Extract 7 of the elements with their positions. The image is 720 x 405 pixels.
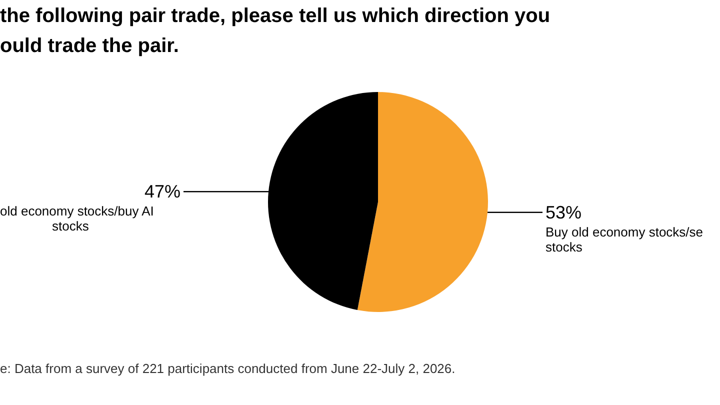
- text: e: Data from a survey of 221 participants conducted from June 22-July 2, 2026.: [0, 361, 456, 376]
- slice-label: Buy old economy stocks/se stocks: [546, 224, 704, 254]
- pie-slice: [357, 92, 488, 312]
- chart-title: the following pair trade, please tell us which direction you ould trade the pair.: [0, 5, 550, 57]
- data-label: 47%: [144, 182, 180, 202]
- data-label: 53%: [546, 202, 582, 222]
- slice-label: old economy stocks/buy AI stocks: [0, 204, 154, 234]
